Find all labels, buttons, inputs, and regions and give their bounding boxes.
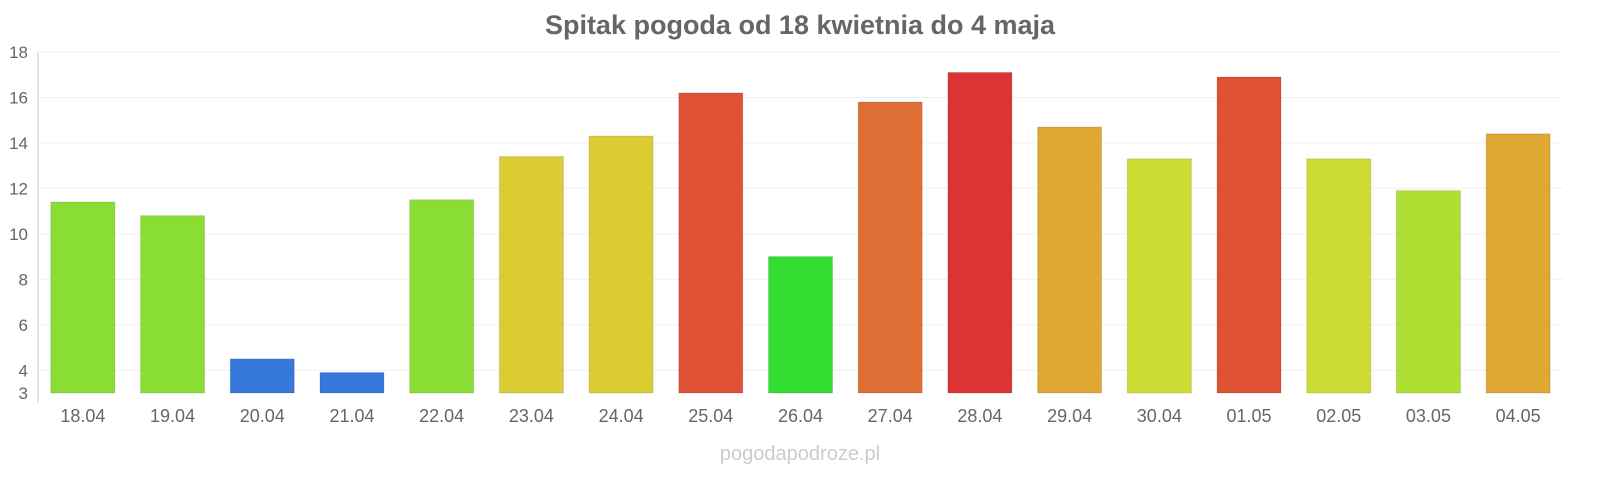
x-tick-label: 30.04 xyxy=(1137,406,1182,426)
y-tick-label: 6 xyxy=(19,316,28,335)
bar-21.04 xyxy=(319,372,385,394)
y-tick-label: 16 xyxy=(9,88,28,107)
x-tick-label: 02.05 xyxy=(1316,406,1361,426)
bar-27.04 xyxy=(857,101,923,394)
x-tick-label: 21.04 xyxy=(329,406,374,426)
x-tick-label: 23.04 xyxy=(509,406,554,426)
x-tick-label: 19.04 xyxy=(150,406,195,426)
x-tick-label: 25.04 xyxy=(688,406,733,426)
chart-title: Spitak pogoda od 18 kwietnia do 4 maja xyxy=(544,10,1056,40)
bar-22.04 xyxy=(409,199,475,394)
bar-28.04 xyxy=(947,71,1013,394)
x-tick-label: 03.05 xyxy=(1406,406,1451,426)
bar-chart: 3 4 6 8 10 12 14 16 18 18.04 19.04 20.04 21.04 22.04 2… xyxy=(9,43,1563,426)
bar-04.05 xyxy=(1485,133,1551,394)
bar-19.04 xyxy=(140,215,206,394)
y-tick-label: 12 xyxy=(9,179,28,198)
bar-02.05 xyxy=(1306,158,1372,394)
x-tick-label: 01.05 xyxy=(1227,406,1272,426)
bar-30.04 xyxy=(1126,158,1192,394)
x-tick-label: 20.04 xyxy=(240,406,285,426)
y-tick-label: 14 xyxy=(9,134,28,153)
x-tick-label: 27.04 xyxy=(868,406,913,426)
bar-25.04 xyxy=(678,92,744,394)
y-tick-label: 18 xyxy=(9,43,28,62)
bar-20.04 xyxy=(229,358,295,394)
x-tick-label: 22.04 xyxy=(419,406,464,426)
bar-24.04 xyxy=(588,135,654,394)
x-tick-label: 28.04 xyxy=(957,406,1002,426)
x-tick-label: 18.04 xyxy=(60,406,105,426)
y-tick-label: 4 xyxy=(19,361,28,380)
x-tick-label: 26.04 xyxy=(778,406,823,426)
y-tick-label: 3 xyxy=(19,384,28,403)
bar-23.04 xyxy=(498,156,564,394)
x-tick-label: 04.05 xyxy=(1496,406,1541,426)
bar-29.04 xyxy=(1037,126,1103,394)
bar-18.04 xyxy=(50,201,116,394)
x-tick-label: 24.04 xyxy=(599,406,644,426)
bar-01.05 xyxy=(1216,76,1282,394)
bar-26.04 xyxy=(768,256,833,394)
bar-03.05 xyxy=(1395,190,1461,394)
x-tick-label: 29.04 xyxy=(1047,406,1092,426)
y-tick-label: 10 xyxy=(9,225,28,244)
y-tick-label: 8 xyxy=(19,270,28,289)
footer-watermark: pogodapodroze.pl xyxy=(719,443,881,465)
